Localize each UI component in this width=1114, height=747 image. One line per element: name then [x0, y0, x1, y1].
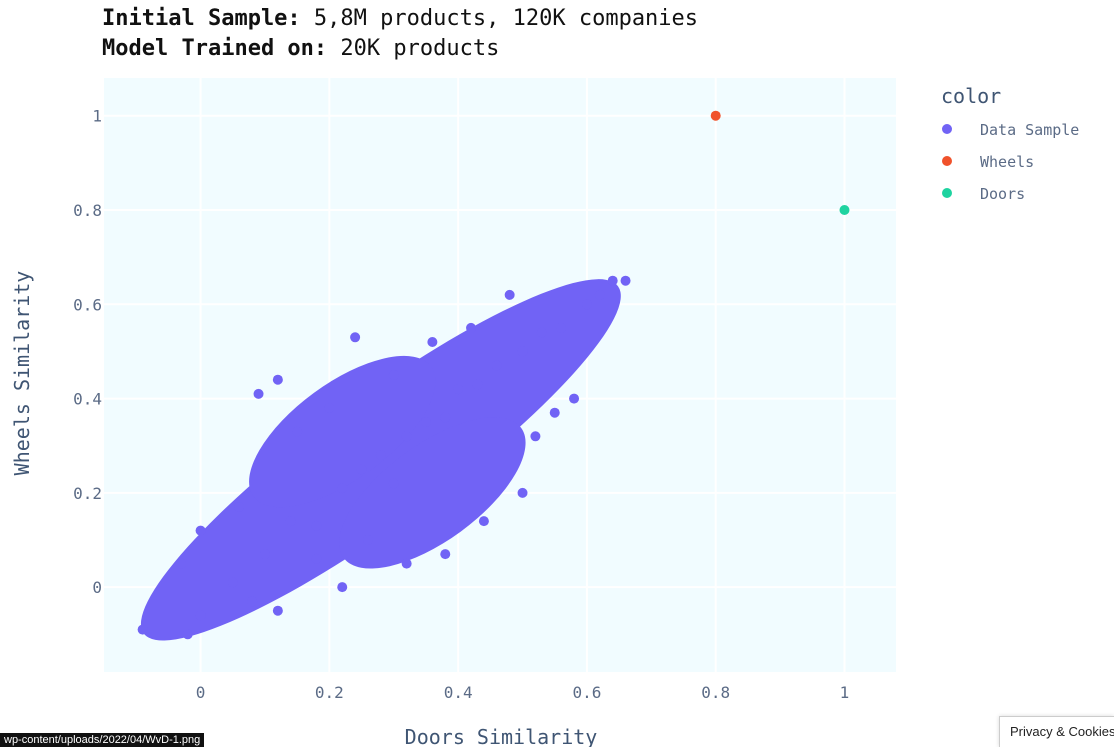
data-sample-point [292, 426, 303, 437]
data-sample-point [427, 337, 438, 347]
y-tick-label: 0 [92, 578, 102, 597]
privacy-cookies-button[interactable]: Privacy & Cookies Policy [999, 716, 1114, 747]
data-sample-point [337, 483, 348, 494]
x-tick-label: 0.6 [572, 683, 601, 702]
legend: color Data Sample Wheels Doors [941, 84, 1079, 203]
grid-lines [104, 78, 896, 672]
y-axis-title: Wheels Similarity [10, 271, 34, 476]
data-sample-point [311, 553, 322, 564]
data-sample-point [324, 403, 335, 413]
wheels-point [710, 110, 721, 121]
data-sample-point [466, 322, 477, 333]
data-sample-point [388, 478, 399, 489]
x-tick-label: 0 [196, 683, 206, 702]
data-sample-point [517, 487, 528, 498]
data-sample-point [478, 516, 489, 527]
title-label-sample: Initial Sample: [102, 6, 301, 31]
data-sample-point [453, 384, 464, 395]
data-sample-point [272, 374, 283, 385]
data-sample-point [195, 610, 206, 621]
data-sample-point [549, 407, 560, 418]
x-axis-ticks: 0 0.2 0.4 0.6 0.8 1 [196, 683, 850, 702]
legend-item-wheels: Wheels [980, 153, 1034, 171]
data-sample-point [504, 289, 515, 300]
data-sample-point [569, 393, 580, 404]
legend-marker-wheels [942, 156, 952, 166]
chart-title-line-1: Initial Sample: 5,8M products, 120K comp… [102, 6, 698, 31]
title-label-trained: Model Trained on: [102, 36, 328, 61]
legend-item-data-sample: Data Sample [980, 121, 1079, 139]
data-points [137, 110, 850, 640]
data-sample-point [356, 464, 367, 475]
data-sample-point [272, 605, 283, 616]
data-sample-cloud-upper [249, 355, 436, 508]
title-value-trained: 20K products [327, 36, 500, 61]
data-sample-point [182, 629, 193, 640]
title-value-sample: 5,8M products, 120K companies [300, 6, 699, 31]
doors-point [839, 205, 850, 215]
data-sample-point [491, 360, 502, 371]
status-url-bar: wp-content/uploads/2022/04/WvD-1.png [0, 733, 205, 747]
data-sample-point [581, 299, 592, 310]
data-sample-point [594, 289, 605, 300]
x-axis-title: Doors Similarity [405, 725, 598, 747]
data-sample-point [607, 275, 618, 286]
data-sample-point [388, 370, 399, 380]
data-sample-point [620, 275, 631, 286]
data-sample-point [234, 502, 245, 512]
x-tick-label: 0.2 [315, 683, 344, 702]
legend-marker-doors [942, 188, 952, 198]
data-sample-point [401, 558, 412, 569]
y-axis-ticks: 0 0.2 0.4 0.6 0.8 1 [73, 107, 102, 597]
data-sample-point [247, 596, 258, 607]
data-sample-point [195, 525, 206, 536]
data-sample-point [420, 417, 431, 428]
legend-item-doors: Doors [980, 185, 1025, 203]
data-sample-point [472, 379, 483, 390]
data-sample-point [556, 322, 567, 333]
data-sample-point [440, 412, 451, 423]
data-sample-point [536, 327, 547, 338]
x-tick-label: 0.8 [701, 683, 730, 702]
legend-title: color [941, 84, 1001, 108]
data-sample-point [337, 582, 348, 593]
data-sample-point [311, 520, 322, 531]
x-tick-label: 1 [840, 683, 850, 702]
data-sample-point [363, 535, 373, 545]
data-sample-point [517, 346, 528, 357]
data-sample-point [440, 549, 451, 560]
x-tick-label: 0.4 [444, 683, 473, 702]
data-sample-point [530, 431, 541, 442]
y-tick-label: 0.6 [73, 295, 102, 314]
data-sample-point [350, 332, 361, 343]
y-tick-label: 0.2 [73, 484, 102, 503]
y-tick-label: 0.8 [73, 201, 102, 220]
data-sample-point [253, 388, 264, 399]
data-sample-point [375, 450, 386, 461]
data-sample-point [227, 577, 238, 588]
data-sample-cloud-lower [339, 417, 526, 569]
data-sample-point [401, 431, 412, 442]
y-tick-label: 1 [92, 107, 102, 126]
data-sample-point [285, 516, 296, 527]
legend-marker-data-sample [942, 124, 952, 134]
data-sample-point [137, 624, 148, 635]
chart-title-line-2: Model Trained on: 20K products [102, 36, 499, 61]
data-sample-point [176, 558, 187, 569]
data-sample-point [259, 549, 270, 560]
y-tick-label: 0.4 [73, 390, 102, 409]
